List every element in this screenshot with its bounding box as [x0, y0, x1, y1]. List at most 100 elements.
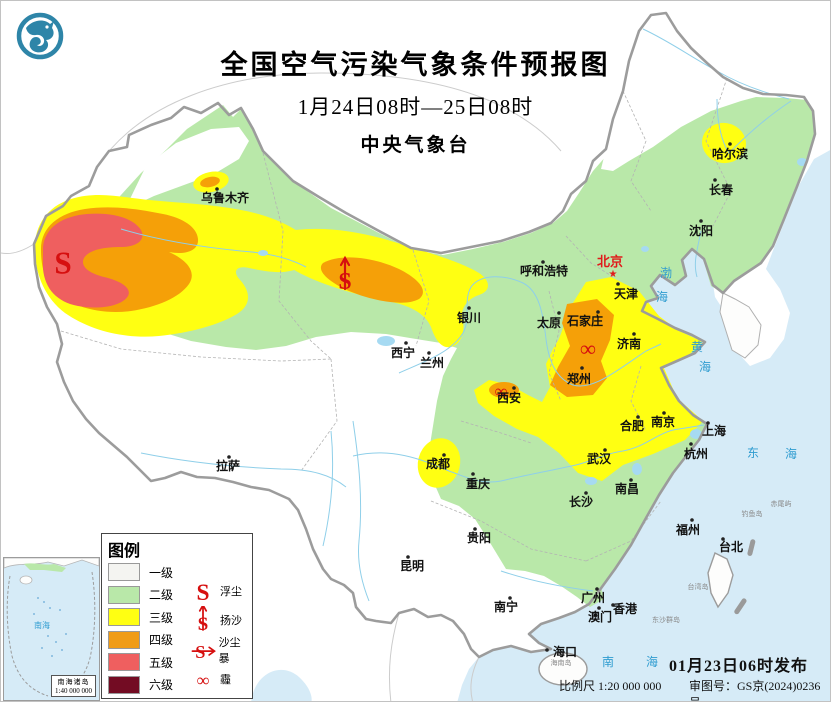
- city-label: 武汉: [587, 451, 612, 466]
- island-label: 钓鱼岛: [742, 509, 763, 518]
- hainan-island: [538, 652, 588, 686]
- city-marker: 昆明: [400, 555, 424, 573]
- city-label: 福州: [675, 522, 700, 537]
- legend-symbol-label: 扬沙: [220, 615, 242, 628]
- city-marker: 台北: [719, 537, 743, 554]
- weather-symbols-layer: S S ∞ ∞: [54, 246, 596, 401]
- fuchen-symbol: S: [54, 246, 71, 281]
- city-marker: 长春: [709, 178, 734, 197]
- city-label: 石家庄: [566, 313, 603, 328]
- city-marker: 重庆: [466, 472, 490, 491]
- city-marker: 太原: [537, 311, 561, 330]
- city-label: 昆明: [400, 559, 424, 573]
- city-label: 广州: [581, 590, 605, 605]
- legend-level-row: 三级: [108, 606, 246, 629]
- sea-label: 南: [602, 654, 614, 669]
- city-label: 沈阳: [689, 223, 713, 238]
- city-label: 郑州: [567, 371, 591, 386]
- island-label: 东沙群岛: [652, 615, 680, 624]
- city-dot-icon: [404, 341, 408, 345]
- svg-text:∞: ∞: [197, 670, 210, 690]
- city-marker: 贵阳: [467, 527, 491, 545]
- legend-level-row: 六级: [108, 674, 246, 697]
- city-label: 乌鲁木齐: [201, 190, 250, 205]
- city-marker: 拉萨: [216, 455, 240, 473]
- yangsha-symbol: S: [338, 255, 352, 295]
- svg-text:∞: ∞: [495, 381, 508, 401]
- legend-level-label: 六级: [149, 678, 174, 693]
- city-marker: 兰州: [420, 351, 444, 370]
- legend-level-label: 四级: [149, 633, 174, 648]
- city-label: 兰州: [420, 355, 444, 370]
- city-marker: 武汉: [587, 448, 612, 466]
- city-dot-icon: [689, 442, 693, 446]
- city-dot-icon: [584, 491, 588, 495]
- city-marker: 上海: [702, 421, 726, 438]
- city-label: 重庆: [466, 476, 490, 491]
- inset-scale: 1:40 000 000: [55, 687, 92, 695]
- south-china-sea-inset: 南海 南海诸岛 1:40 000 000: [3, 557, 100, 701]
- legend-symbol-row: S 沙尘暴: [188, 637, 250, 665]
- city-marker: 哈尔滨: [712, 142, 748, 161]
- city-marker: 长沙: [569, 491, 593, 509]
- city-label: 南京: [651, 414, 675, 429]
- lakes: [258, 158, 807, 485]
- city-label: 天津: [614, 286, 638, 301]
- korea-peninsula: [719, 292, 762, 359]
- region-level4-shijiazhuang-zhengzhou: [550, 299, 614, 397]
- island-label: 海南岛: [551, 658, 572, 667]
- island-label: 赤尾屿: [771, 499, 792, 508]
- city-dot-icon: [580, 366, 584, 370]
- city-label: 合肥: [620, 418, 644, 433]
- city-marker: 南京: [651, 411, 675, 429]
- region-level4-corridor: [320, 257, 423, 303]
- city-dot-icon: [227, 455, 231, 459]
- foreign-borders: [1, 72, 562, 701]
- city-dot-icon: [541, 260, 545, 264]
- island-chain: [734, 539, 756, 615]
- city-marker: 呼和浩特: [520, 260, 568, 278]
- city-marker: 香港: [611, 601, 638, 616]
- legend-title: 图例: [108, 543, 141, 560]
- region-level4-xian: [489, 382, 519, 398]
- yangsha-legend-icon: S: [198, 606, 208, 634]
- sea-gulf-west: [251, 669, 312, 701]
- region-level3-chengdu: [417, 438, 461, 488]
- cma-logo: [15, 11, 65, 61]
- sea-area: [457, 150, 830, 701]
- sea-label: 海: [785, 446, 797, 461]
- city-dot-icon: [508, 596, 512, 600]
- city-marker: 杭州: [684, 442, 708, 461]
- legend-levels: 一级 二级 三级 四级 五级 六级: [108, 561, 246, 696]
- city-label: 太原: [537, 315, 561, 330]
- city-label: 香港: [612, 601, 638, 616]
- legend-symbol-row: S 扬沙: [188, 606, 250, 634]
- city-marker: ★北京: [597, 254, 623, 280]
- city-label: 台北: [719, 539, 743, 554]
- legend-color-swatch: [108, 675, 140, 694]
- city-dot-icon: [662, 411, 666, 415]
- taiwan-island: [707, 552, 734, 609]
- legend-level-row: 二级: [108, 584, 246, 607]
- city-dot-icon: [467, 306, 471, 310]
- city-dot-icon: [632, 332, 636, 336]
- city-label: 西宁: [391, 345, 415, 360]
- svg-text:∞: ∞: [580, 336, 596, 361]
- legend-level-row: 一级: [108, 561, 246, 584]
- legend-color-swatch: [108, 630, 140, 649]
- city-label: 西安: [497, 390, 521, 405]
- legend-color-swatch: [108, 653, 140, 672]
- city-marker: 银川: [457, 306, 481, 325]
- svg-text:S: S: [54, 246, 71, 281]
- island-label: 台湾岛: [688, 582, 709, 591]
- sea-label: 海: [699, 359, 711, 374]
- legend-color-swatch: [108, 563, 140, 582]
- china-border: [32, 11, 817, 659]
- city-dot-icon: [557, 311, 561, 315]
- city-label: 拉萨: [216, 458, 240, 473]
- city-marker: 广州: [581, 587, 605, 605]
- city-marker: 成都: [426, 453, 450, 471]
- shachenbao-legend-icon: S: [191, 642, 216, 662]
- city-marker: 沈阳: [689, 219, 713, 238]
- city-dot-icon: [215, 187, 219, 191]
